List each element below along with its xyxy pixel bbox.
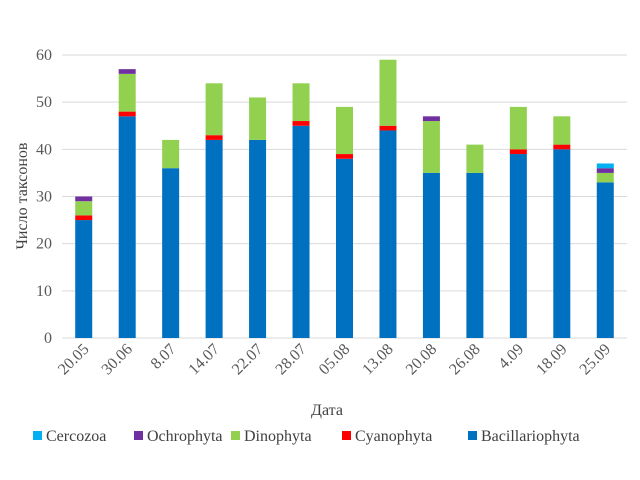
legend-label-bacillariophyta: Bacillariophyta [481,428,580,445]
x-tick-label: 26.08 [446,341,483,378]
legend-swatch-cyanophyta [342,431,351,440]
bar-dinophyta [205,83,223,136]
y-axis-title: Число таксонов [14,142,31,249]
x-tick-label: 30.06 [99,341,136,378]
bar-ochrophyta [75,196,93,202]
bar-dinophyta [292,83,310,122]
bar-dinophyta [249,97,267,140]
bars [75,59,614,338]
y-tick-label: 20 [36,236,52,253]
y-tick-label: 40 [36,141,52,158]
bar-dinophyta [162,139,180,169]
bar-dinophyta [596,172,614,183]
bar-dinophyta [118,73,136,112]
bar-bacillariophyta [509,154,527,338]
bar-dinophyta [466,144,484,173]
legend-swatch-ochrophyta [134,431,143,440]
x-tick-label: 20.08 [403,341,440,378]
bar-dinophyta [553,116,571,145]
x-tick-label: 28.07 [272,341,309,378]
bar-bacillariophyta [336,158,353,338]
bar-bacillariophyta [422,172,440,338]
bar-cyanophyta [205,135,223,140]
x-tick-label: 4.09 [495,341,527,373]
legend-label-cercozoa: Cercozoa [46,428,106,445]
y-tick-label: 60 [36,47,52,64]
x-tick-label: 05.08 [316,341,353,378]
bar-bacillariophyta [596,182,614,338]
bar-dinophyta [379,59,397,126]
bar-bacillariophyta [292,125,310,338]
bar-bacillariophyta [466,172,484,338]
x-tick-labels: 20.05 30.06 8.07 14.07 22.07 28.07 05.08 13.08 2… [55,341,614,378]
bar-ochrophyta [596,168,614,173]
legend-swatch-dinophyta [231,431,240,440]
x-tick-label: 22.07 [229,341,266,378]
bar-cyanophyta [379,125,397,131]
bar-cyanophyta [292,121,310,126]
legend-swatch-cercozoa [33,431,42,440]
legend: Cercozoa Ochrophyta Dinophyta Cyanophyta Bac… [33,428,580,445]
bar-ochrophyta [422,116,440,122]
bar-dinophyta [509,106,527,150]
y-tick-label: 30 [36,189,52,206]
bar-bacillariophyta [162,168,180,338]
x-tick-label: 18.09 [533,341,570,378]
bar-dinophyta [75,201,93,216]
legend-label-dinophyta: Dinophyta [244,428,312,445]
bar-cyanophyta [553,144,571,150]
bar-bacillariophyta [379,130,397,338]
x-tick-label: 25.09 [577,341,614,378]
x-axis-title: Дата [311,402,343,419]
y-tick-labels: 0 10 20 30 40 50 60 [36,47,52,347]
bar-dinophyta [336,106,353,155]
legend-swatch-bacillariophyta [468,431,477,440]
x-tick-label: 13.08 [359,341,396,378]
y-tick-label: 10 [36,283,52,300]
bar-bacillariophyta [205,139,223,338]
bar-bacillariophyta [553,149,571,338]
bar-ochrophyta [118,69,136,74]
bar-bacillariophyta [118,116,136,338]
bar-bacillariophyta [249,139,267,338]
bar-cyanophyta [509,149,527,155]
bar-cyanophyta [118,111,136,117]
legend-label-ochrophyta: Ochrophyta [147,428,223,445]
x-tick-label: 20.05 [55,341,92,378]
y-tick-label: 0 [44,330,52,347]
bar-cercozoa [596,163,614,169]
bar-dinophyta [422,121,440,173]
bar-cyanophyta [75,215,93,221]
y-tick-label: 50 [36,94,52,111]
bar-bacillariophyta [75,220,93,338]
x-tick-label: 14.07 [185,341,222,378]
bar-cyanophyta [336,154,353,159]
legend-label-cyanophyta: Cyanophyta [355,428,432,445]
x-tick-label: 8.07 [148,341,180,373]
